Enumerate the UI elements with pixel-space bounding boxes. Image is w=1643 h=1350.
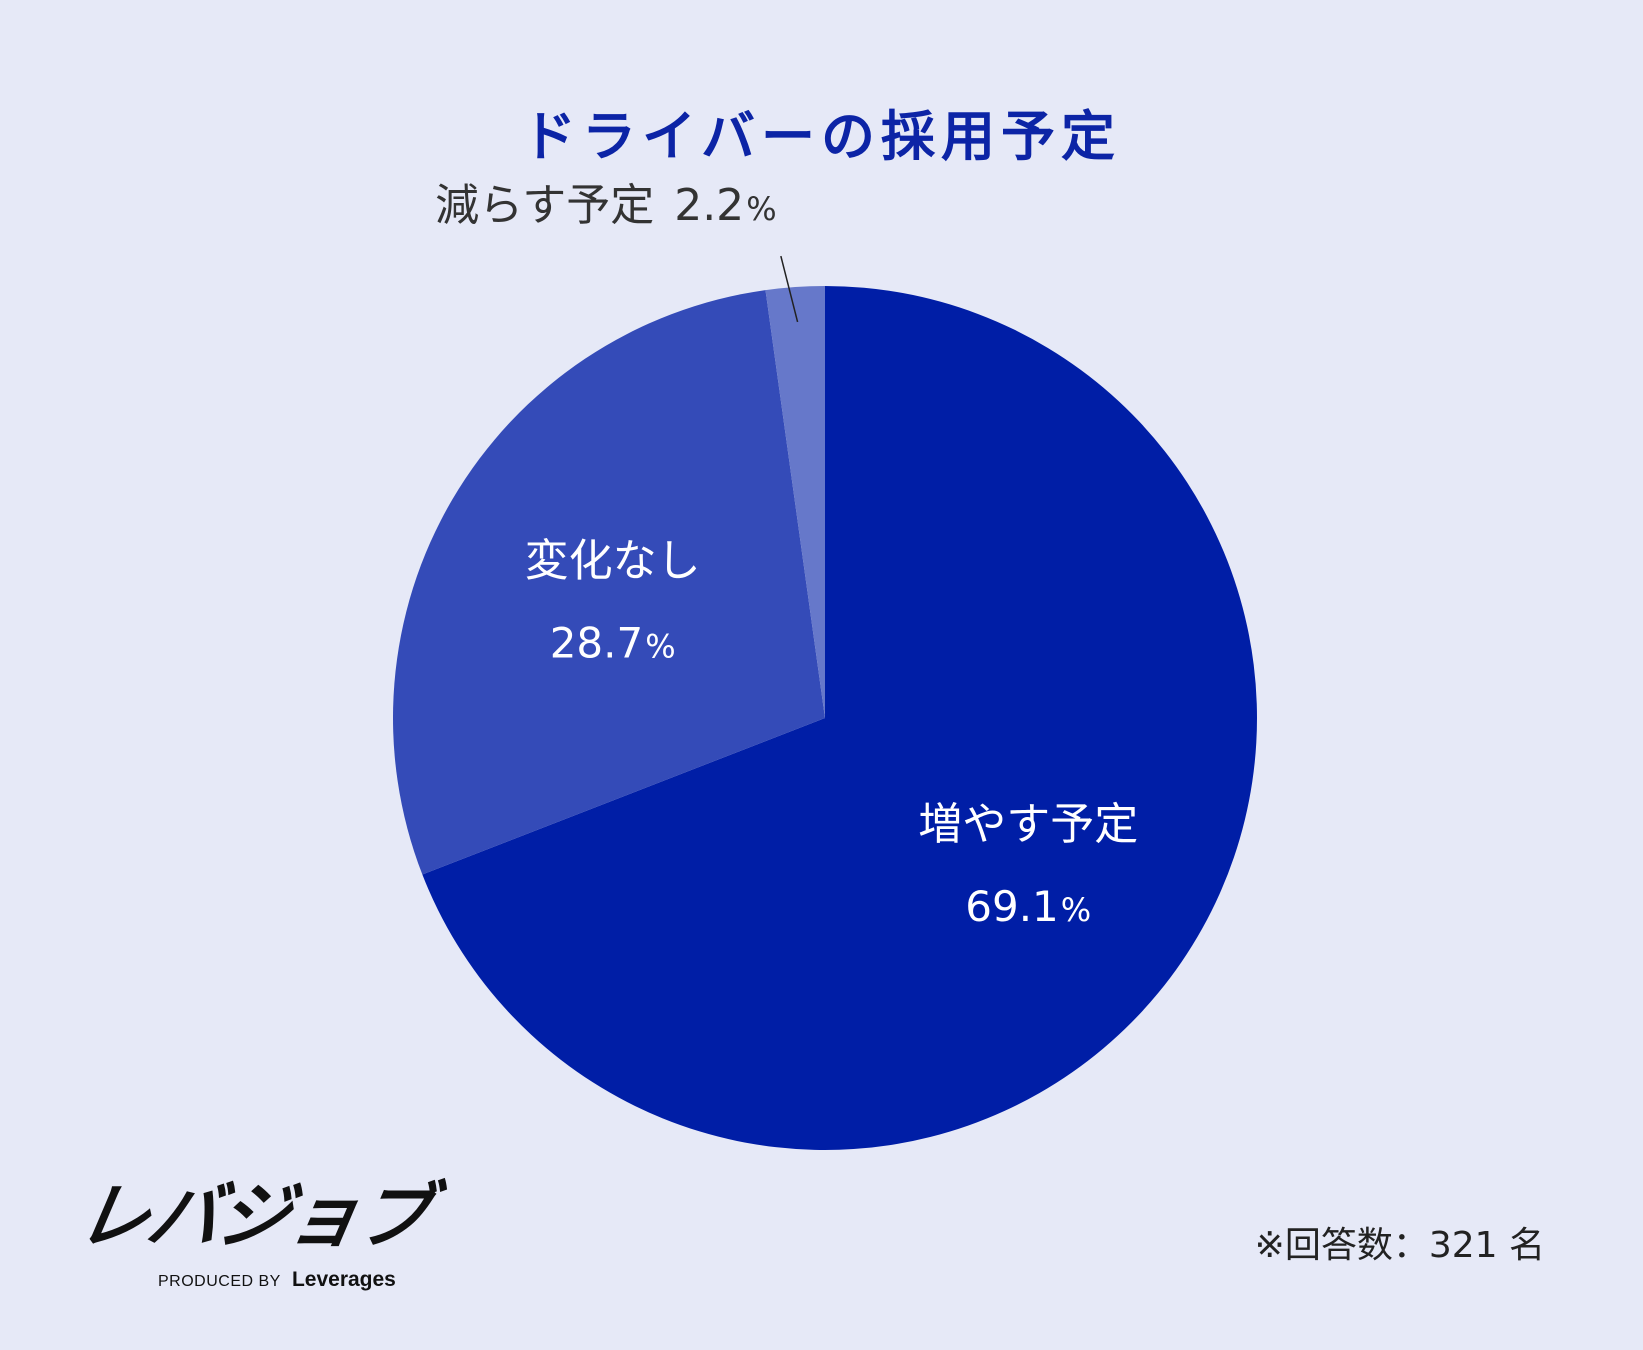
slice-1-wedge — [422, 286, 1257, 1150]
slice-1-label: 増やす予定 — [918, 799, 1138, 850]
slice-3-leader-line — [780, 255, 799, 323]
slice-3-label: 減らす予定 2.2% — [435, 180, 777, 231]
leverages-logo: レバジョブ PRODUCED BY Leverages — [71, 1174, 436, 1291]
pie-slices — [393, 286, 1257, 1150]
slice-1-value: 69.1% — [965, 882, 1091, 931]
chart-title: ドライバーの採用予定 — [522, 105, 1121, 168]
slice-2-label: 変化なし — [525, 535, 701, 586]
slice-2-value: 28.7% — [550, 618, 676, 667]
slice-3-wedge — [765, 286, 825, 718]
logo-produced-by: PRODUCED BY — [158, 1273, 281, 1290]
logo-wordmark: レバジョブ — [70, 1174, 436, 1258]
logo-tagline: PRODUCED BY Leverages — [158, 1268, 396, 1292]
slice-2-wedge — [393, 290, 825, 875]
logo-brand: Leverages — [291, 1268, 396, 1291]
pie-labels: 増やす予定 69.1% 変化なし 28.7% 減らす予定 2.2% — [435, 180, 1138, 931]
response-count-note: ※回答数：321 名 — [1254, 1225, 1545, 1266]
